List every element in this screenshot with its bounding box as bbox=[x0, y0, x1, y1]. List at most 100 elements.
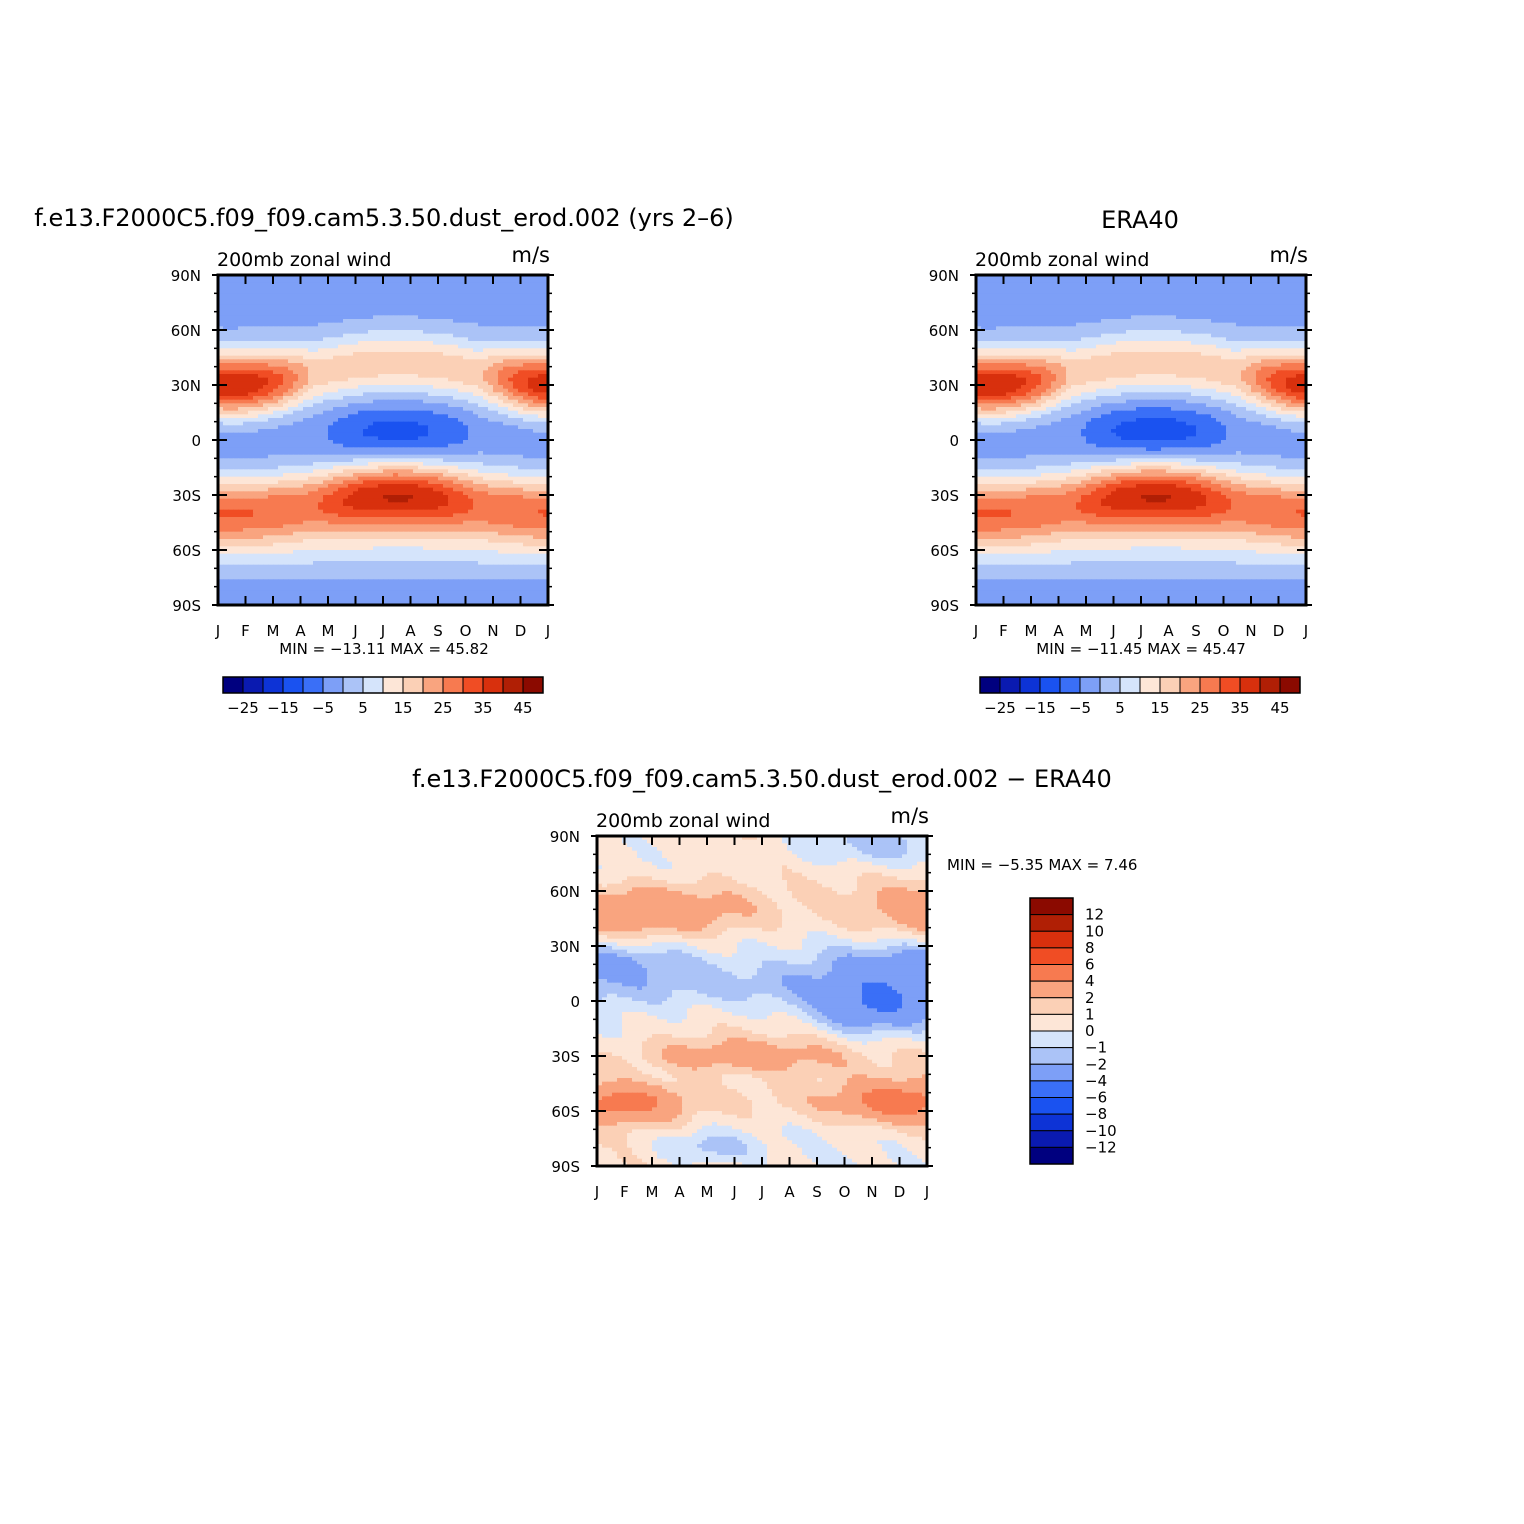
panel-model-cell bbox=[523, 421, 529, 426]
panel-model-cell bbox=[478, 421, 484, 426]
panel-model-cell bbox=[528, 326, 534, 331]
panel-model-cell bbox=[463, 392, 469, 397]
panel-model-cell bbox=[323, 377, 329, 382]
panel-model-cell bbox=[383, 542, 389, 547]
panel-model-cell bbox=[228, 487, 234, 492]
panel-model-cell bbox=[403, 491, 409, 496]
panel-model-cell bbox=[308, 447, 314, 452]
panel-model-cell bbox=[543, 366, 548, 371]
panel-model-cell bbox=[473, 388, 479, 393]
panel-model-cell bbox=[288, 473, 294, 478]
panel-model-cell bbox=[543, 539, 548, 544]
panel-model-cell bbox=[503, 421, 509, 426]
panel-model-cell bbox=[268, 528, 274, 533]
panel-model-cell bbox=[328, 289, 334, 294]
panel-model-cell bbox=[473, 476, 479, 481]
panel-model-cell bbox=[413, 304, 419, 309]
panel-model-cell bbox=[238, 388, 244, 393]
panel-model-cell bbox=[328, 322, 334, 327]
panel-model-cell bbox=[538, 363, 544, 368]
panel-model-cell bbox=[298, 286, 304, 291]
panel-model-cell bbox=[333, 528, 339, 533]
panel-model-cell bbox=[368, 410, 374, 415]
panel-model-cell bbox=[243, 388, 249, 393]
panel-model-cell bbox=[318, 531, 324, 536]
panel-model-cell bbox=[258, 465, 264, 470]
panel-model-cell bbox=[358, 476, 364, 481]
panel-model-cell bbox=[463, 506, 469, 511]
panel-model-cell bbox=[248, 550, 254, 555]
panel-model-cell bbox=[318, 410, 324, 415]
panel-model-cell bbox=[228, 399, 234, 404]
panel-model-cell bbox=[473, 484, 479, 489]
panel-model-cell bbox=[308, 348, 314, 353]
panel-model-cell bbox=[528, 509, 534, 514]
panel-model-cell bbox=[368, 513, 374, 518]
panel-model-cell bbox=[498, 282, 504, 287]
panel-model-cell bbox=[543, 385, 548, 390]
panel-model-cell bbox=[463, 451, 469, 456]
panel-model-cell bbox=[298, 491, 304, 496]
panel-model-cell bbox=[338, 293, 344, 298]
panel-model-cell bbox=[533, 535, 539, 540]
panel-model-cell bbox=[328, 370, 334, 375]
panel-model-cell bbox=[448, 333, 454, 338]
panel-model-cell bbox=[253, 341, 259, 346]
panel-model-cell bbox=[468, 487, 474, 492]
panel-model-cell bbox=[468, 370, 474, 375]
panel-model-cell bbox=[448, 370, 454, 375]
panel-model-cell bbox=[523, 341, 529, 346]
panel-model-cell bbox=[303, 524, 309, 529]
panel-model-cell bbox=[228, 451, 234, 456]
panel-model-cell bbox=[223, 322, 229, 327]
panel-model-cell bbox=[393, 550, 399, 555]
panel-model-cell bbox=[388, 517, 394, 522]
panel-model-cell bbox=[323, 278, 329, 283]
panel-model-cell bbox=[468, 469, 474, 474]
panel-model-cell bbox=[493, 539, 499, 544]
panel-model-cell bbox=[378, 506, 384, 511]
panel-model-cell bbox=[243, 370, 249, 375]
panel-model-cell bbox=[383, 432, 389, 437]
panel-model-cell bbox=[318, 462, 324, 467]
panel-model-cell bbox=[468, 491, 474, 496]
panel-model-cell bbox=[283, 539, 289, 544]
panel-model-cell bbox=[528, 278, 534, 283]
panel-model-cell bbox=[503, 275, 509, 280]
panel-model-cell bbox=[438, 315, 444, 320]
panel-model-cell bbox=[478, 275, 484, 280]
panel-model-cell bbox=[318, 315, 324, 320]
panel-model-cell bbox=[488, 491, 494, 496]
panel-model-cell bbox=[253, 363, 259, 368]
panel-model-cell bbox=[458, 484, 464, 489]
panel-model-cell bbox=[358, 344, 364, 349]
panel-model-cell bbox=[323, 311, 329, 316]
panel-model-cell bbox=[518, 498, 524, 503]
panel-model-cell bbox=[338, 425, 344, 430]
panel-model-cell bbox=[458, 385, 464, 390]
panel-model-cell bbox=[398, 410, 404, 415]
panel-model-cell bbox=[258, 425, 264, 430]
panel-model-cell bbox=[253, 311, 259, 316]
panel-model-cell bbox=[453, 352, 459, 357]
panel-model-cell bbox=[343, 524, 349, 529]
panel-model-cell bbox=[478, 388, 484, 393]
panel-model-cell bbox=[338, 352, 344, 357]
panel-model-cell bbox=[518, 341, 524, 346]
panel-model-cell bbox=[423, 480, 429, 485]
panel-model-cell bbox=[283, 429, 289, 434]
panel-model-cell bbox=[498, 528, 504, 533]
panel-model-cell bbox=[488, 282, 494, 287]
panel-model-cell bbox=[353, 447, 359, 452]
panel-model-cell bbox=[398, 487, 404, 492]
panel-model-cell bbox=[268, 407, 274, 412]
panel-model-cell bbox=[398, 462, 404, 467]
panel-model-cell bbox=[358, 330, 364, 335]
panel-model-cell bbox=[483, 524, 489, 529]
panel-model-cell bbox=[488, 484, 494, 489]
panel-model-cell bbox=[373, 374, 379, 379]
panel-model-cell bbox=[333, 322, 339, 327]
panel-model-cell bbox=[353, 399, 359, 404]
panel-model-cell bbox=[473, 407, 479, 412]
panel-model-cell bbox=[288, 308, 294, 313]
